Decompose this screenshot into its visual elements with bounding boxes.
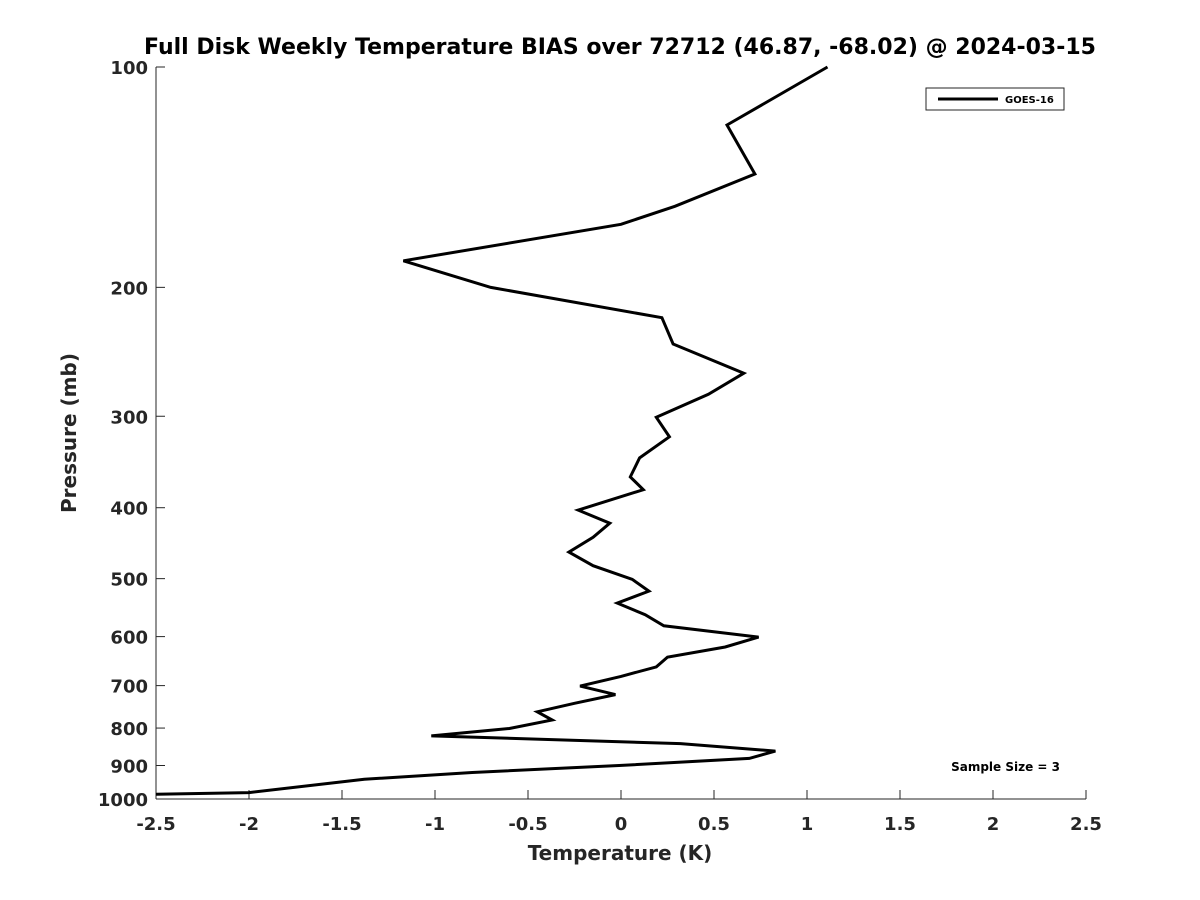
y-tick-label: 600 (110, 628, 148, 649)
chart-title: Full Disk Weekly Temperature BIAS over 7… (144, 35, 1096, 60)
x-tick-label: -1 (425, 814, 445, 835)
y-axis-ticks: 100 200 300 400 500 600 700 800 900 1000 (98, 58, 165, 811)
x-tick-label: 0 (615, 814, 628, 835)
legend-label: GOES-16 (1005, 95, 1054, 106)
y-axis-label: Pressure (mb) (57, 353, 81, 513)
x-axis-ticks: -2.5 -2 -1.5 -1 -0.5 0 0.5 1 1.5 2 2.5 (136, 790, 1102, 835)
y-tick-label: 500 (110, 570, 148, 591)
x-tick-label: -2.5 (136, 814, 175, 835)
y-tick-label: 300 (110, 407, 148, 428)
x-tick-label: 1 (801, 814, 814, 835)
x-tick-label: -0.5 (508, 814, 547, 835)
y-tick-label: 1000 (98, 790, 148, 811)
series-layer (155, 65, 829, 796)
x-tick-label: -1.5 (322, 814, 361, 835)
x-tick-label: -2 (239, 814, 259, 835)
x-axis-label: Temperature (K) (528, 841, 713, 865)
plot-area: -2.5 -2 -1.5 -1 -0.5 0 0.5 1 1.5 2 2.5 100 200 300 40… (98, 58, 1102, 835)
y-tick-label: 200 (110, 278, 148, 299)
x-tick-label: 2.5 (1070, 814, 1102, 835)
series-line-goes-16 (155, 65, 829, 796)
y-tick-label: 900 (110, 757, 148, 778)
legend: GOES-16 (925, 87, 1065, 111)
y-tick-label: 400 (110, 499, 148, 520)
x-tick-label: 0.5 (698, 814, 730, 835)
y-tick-label: 100 (110, 58, 148, 79)
x-tick-label: 2 (987, 814, 1000, 835)
sample-size-annotation: Sample Size = 3 (951, 760, 1060, 774)
x-tick-label: 1.5 (884, 814, 916, 835)
y-tick-label: 800 (110, 719, 148, 740)
y-tick-label: 700 (110, 677, 148, 698)
